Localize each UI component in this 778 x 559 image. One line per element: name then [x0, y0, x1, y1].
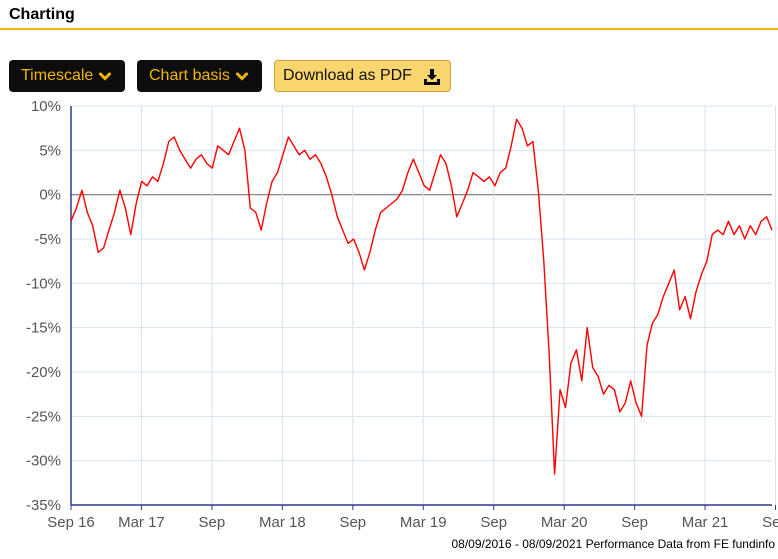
y-tick-label: -15%	[26, 320, 61, 337]
y-tick-label: 10%	[31, 98, 61, 115]
x-tick-label: Mar 18	[259, 514, 306, 531]
x-tick-label: Mar 20	[541, 514, 588, 531]
download-pdf-label: Download as PDF	[283, 67, 412, 84]
y-tick-label: -10%	[26, 275, 61, 292]
chart-footer-note: 08/09/2016 - 08/09/2021 Performance Data…	[451, 537, 775, 551]
series-line	[70, 118, 773, 475]
x-tick-label: Mar 19	[400, 514, 447, 531]
chevron-down-icon	[235, 72, 248, 81]
performance-chart: 10% 5% 0% -5% -10% -15% -20% -25% -30% -35% Sep 1…	[26, 98, 778, 551]
chart-basis-button[interactable]: Chart basis	[137, 60, 262, 92]
timescale-label: Timescale	[21, 67, 94, 84]
x-tick-label: Sep	[480, 514, 507, 531]
chart-axes	[70, 106, 777, 510]
section-header: Charting	[0, 0, 778, 30]
y-tick-label: -20%	[26, 364, 61, 381]
x-tick-label: Sep	[199, 514, 226, 531]
download-tray-icon	[424, 69, 440, 85]
chart-gridlines	[71, 105, 777, 506]
y-tick-label: 0%	[39, 187, 61, 204]
x-tick-label: Sep	[621, 514, 648, 531]
x-tick-label: Sep	[339, 514, 366, 531]
y-tick-label: -25%	[26, 408, 61, 425]
chevron-down-icon	[99, 72, 112, 81]
download-pdf-button[interactable]: Download as PDF	[274, 60, 451, 92]
x-tick-label: Mar 21	[682, 514, 729, 531]
x-tick-label: Mar 17	[118, 514, 165, 531]
y-tick-label: -35%	[26, 497, 61, 514]
y-axis-ticks: 10% 5% 0% -5% -10% -15% -20% -25% -30% -35%	[26, 98, 61, 514]
section-title: Charting	[9, 6, 75, 23]
y-tick-label: -30%	[26, 453, 61, 470]
x-tick-label: Sep 16	[47, 514, 95, 531]
chart-basis-label: Chart basis	[149, 67, 230, 84]
timescale-button[interactable]: Timescale	[9, 60, 125, 92]
y-tick-label: -5%	[34, 231, 61, 248]
chart-series	[70, 118, 773, 475]
x-tick-label: Sep	[762, 514, 778, 531]
y-tick-label: 5%	[39, 142, 61, 159]
x-axis-ticks: Sep 16 Mar 17 Sep Mar 18 Sep Mar 19 Sep Mar 20 S…	[47, 514, 778, 531]
